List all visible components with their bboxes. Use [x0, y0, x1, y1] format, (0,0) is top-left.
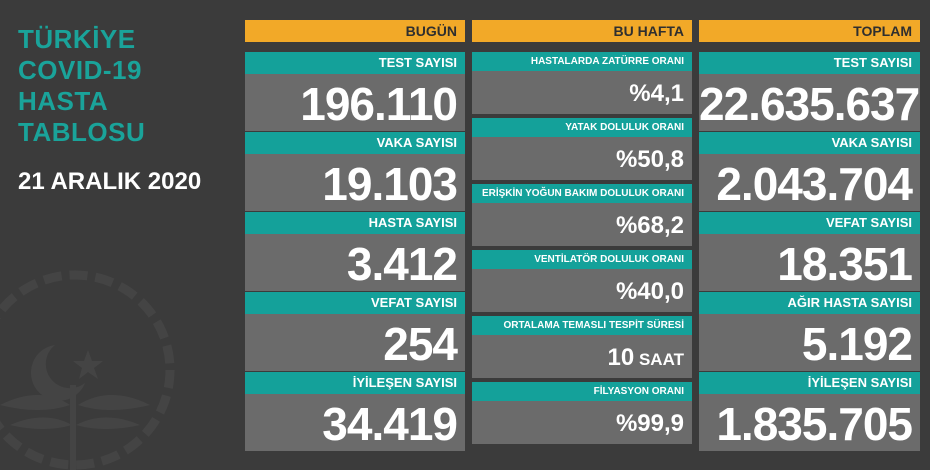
week-card-contact-detection-time: ORTALAMA TEMASLI TESPİT SÜRESİ 10 SAAT [472, 316, 692, 378]
total-header: TOPLAM [699, 20, 920, 42]
today-card-patients: HASTA SAYISI 3.412 [245, 212, 465, 291]
card-value: 19.103 [245, 154, 465, 211]
card-label: VEFAT SAYISI [699, 212, 920, 234]
title-line: COVID-19 [18, 55, 142, 85]
card-label: VAKA SAYISI [699, 132, 920, 154]
card-label: İYİLEŞEN SAYISI [245, 372, 465, 394]
card-label: FİLYASYON ORANI [472, 382, 692, 401]
value-number: %68,2 [615, 212, 684, 239]
title-line: TABLOSU [18, 117, 146, 147]
card-label: TEST SAYISI [699, 52, 920, 74]
card-value: 5.192 [699, 314, 920, 371]
card-label: ORTALAMA TEMASLI TESPİT SÜRESİ [472, 316, 692, 335]
card-label: VAKA SAYISI [245, 132, 465, 154]
card-label: YATAK DOLULUK ORANI [472, 118, 692, 137]
card-value: 254 [245, 314, 465, 371]
value-number: %99,9 [615, 410, 684, 437]
card-label: AĞIR HASTA SAYISI [699, 292, 920, 314]
total-card-recovered: İYİLEŞEN SAYISI 1.835.705 [699, 372, 920, 451]
card-value: 18.351 [699, 234, 920, 291]
total-card-deaths: VEFAT SAYISI 18.351 [699, 212, 920, 291]
card-value: 22.635.637 [699, 74, 920, 131]
card-value: 1.835.705 [699, 394, 920, 451]
card-label: TEST SAYISI [245, 52, 465, 74]
card-value: 10 SAAT [472, 335, 692, 378]
week-card-pneumonia: HASTALARDA ZATÜRRE ORANI %4,1 [472, 52, 692, 114]
today-card-tests: TEST SAYISI 196.110 [245, 52, 465, 131]
page-title: TÜRKİYE COVID-19 HASTA TABLOSU [18, 24, 145, 148]
card-value: %4,1 [472, 71, 692, 114]
week-column: BU HAFTA HASTALARDA ZATÜRRE ORANI %4,1 Y… [472, 20, 692, 450]
card-label: VEFAT SAYISI [245, 292, 465, 314]
card-label: HASTA SAYISI [245, 212, 465, 234]
today-card-cases: VAKA SAYISI 19.103 [245, 132, 465, 211]
card-value: 2.043.704 [699, 154, 920, 211]
total-card-cases: VAKA SAYISI 2.043.704 [699, 132, 920, 211]
value-unit: SAAT [634, 350, 684, 369]
value-number: 10 [607, 344, 635, 371]
report-date: 21 ARALIK 2020 [18, 168, 202, 195]
today-card-recovered: İYİLEŞEN SAYISI 34.419 [245, 372, 465, 451]
card-value: %40,0 [472, 269, 692, 312]
week-card-icu-occupancy: ERİŞKİN YOĞUN BAKIM DOLULUK ORANI %68,2 [472, 184, 692, 246]
today-card-deaths: VEFAT SAYISI 254 [245, 292, 465, 371]
card-label: HASTALARDA ZATÜRRE ORANI [472, 52, 692, 71]
week-card-filiation-rate: FİLYASYON ORANI %99,9 [472, 382, 692, 444]
card-value: %99,9 [472, 401, 692, 444]
title-line: TÜRKİYE [18, 24, 136, 54]
total-card-critical: AĞIR HASTA SAYISI 5.192 [699, 292, 920, 371]
week-card-bed-occupancy: YATAK DOLULUK ORANI %50,8 [472, 118, 692, 180]
card-value: %68,2 [472, 203, 692, 246]
card-value: 196.110 [245, 74, 465, 131]
card-label: İYİLEŞEN SAYISI [699, 372, 920, 394]
card-value: %50,8 [472, 137, 692, 180]
card-value: 34.419 [245, 394, 465, 451]
card-value: 3.412 [245, 234, 465, 291]
total-column: TOPLAM TEST SAYISI 22.635.637 VAKA SAYIS… [699, 20, 920, 451]
week-header: BU HAFTA [472, 20, 692, 42]
value-number: %40,0 [615, 278, 684, 305]
week-card-ventilator-occupancy: VENTİLATÖR DOLULUK ORANI %40,0 [472, 250, 692, 312]
ministry-of-health-emblem-icon [0, 270, 175, 470]
total-card-tests: TEST SAYISI 22.635.637 [699, 52, 920, 131]
today-column: BUGÜN TEST SAYISI 196.110 VAKA SAYISI 19… [245, 20, 465, 451]
card-label: ERİŞKİN YOĞUN BAKIM DOLULUK ORANI [472, 184, 692, 203]
title-line: HASTA [18, 86, 109, 116]
today-header: BUGÜN [245, 20, 465, 42]
card-label: VENTİLATÖR DOLULUK ORANI [472, 250, 692, 269]
value-number: %50,8 [615, 146, 684, 173]
value-number: %4,1 [629, 80, 684, 107]
